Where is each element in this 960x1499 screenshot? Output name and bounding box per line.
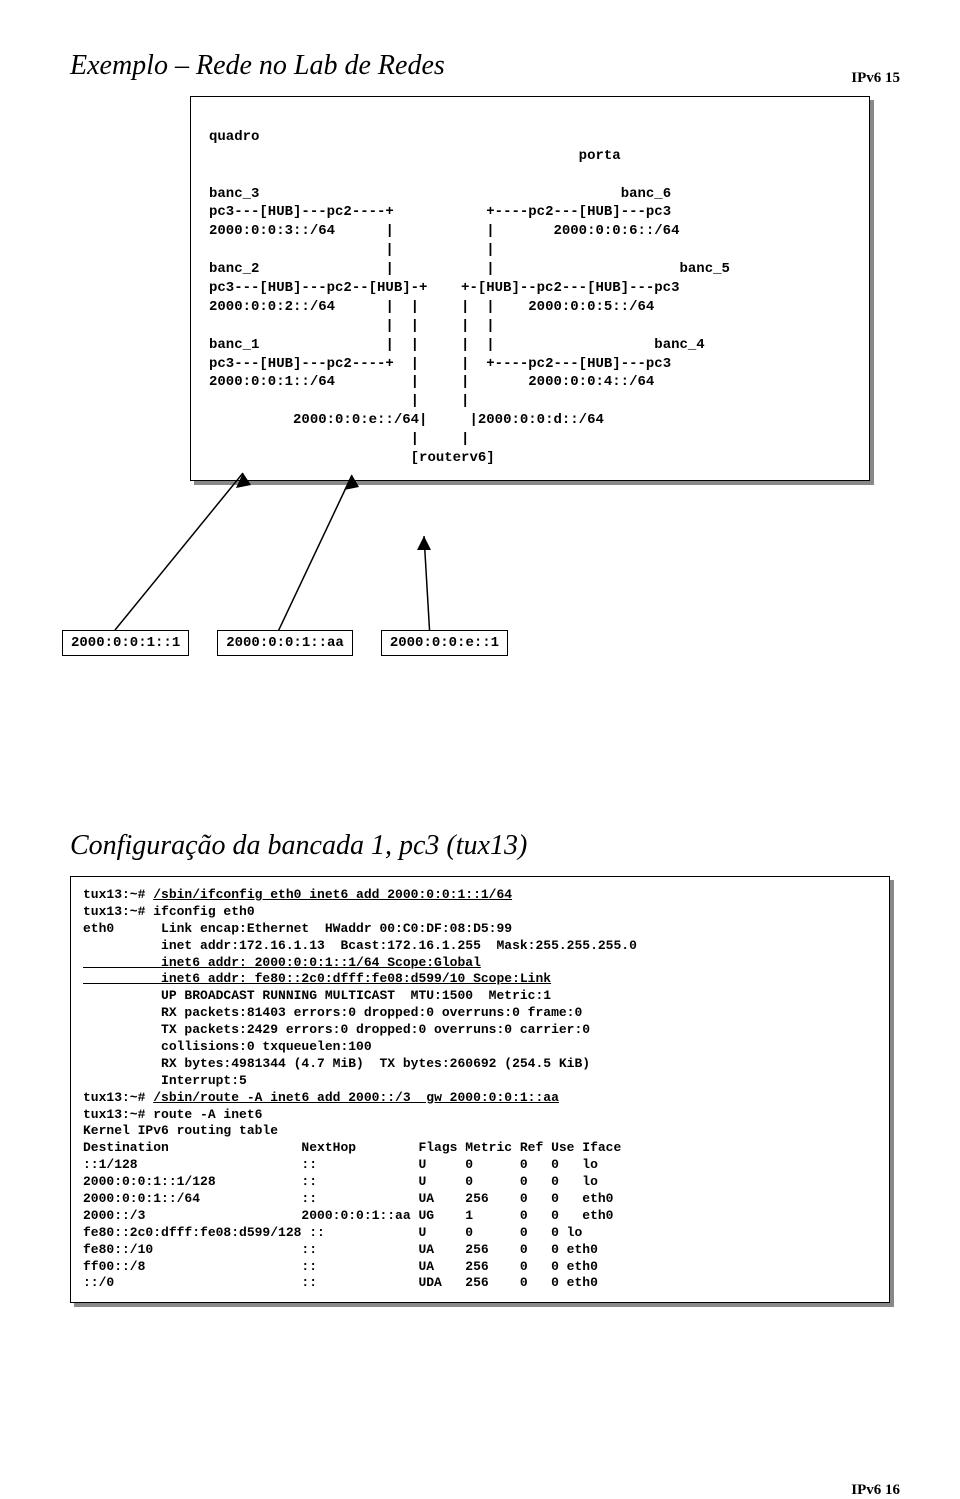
t-line06: inet6 addr: fe80::2c0:dfff:fe08:d599/10 … [83,971,551,986]
banc3-label: banc_3 [209,186,259,202]
row3-right: +----pc2---[HUB]---pc3 [486,356,671,372]
t-line15: Kernel IPv6 routing table [83,1123,278,1138]
t-line23: ff00::/8 :: UA 256 0 0 eth0 [83,1259,598,1274]
banc6-label: banc_6 [621,186,671,202]
t-line13b: /sbin/route -A inet6 add 2000::/3 gw 200… [153,1090,559,1105]
t-line21: fe80::2c0:dfff:fe08:d599/128 :: U 0 0 0 … [83,1225,582,1240]
t-line22: fe80::/10 :: UA 256 0 0 eth0 [83,1242,598,1257]
callout-2: 2000:0:0:1::aa [217,630,353,656]
terminal-output: tux13:~# /sbin/ifconfig eth0 inet6 add 2… [70,876,890,1303]
row2-right: +-[HUB]--pc2---[HUB]---pc3 [461,280,679,296]
t-line08: RX packets:81403 errors:0 dropped:0 over… [83,1005,582,1020]
t-line18: 2000:0:0:1::1/128 :: U 0 0 0 lo [83,1174,598,1189]
t-line03: eth0 Link encap:Ethernet HWaddr 00:C0:DF… [83,921,512,936]
banc1-label: banc_1 [209,337,259,353]
page-header-2: IPv6 16 [851,1482,900,1499]
t-line10: collisions:0 txqueuelen:100 [83,1039,372,1054]
t-line04: inet addr:172.16.1.13 Bcast:172.16.1.255… [83,938,637,953]
net6: 2000:0:0:6::/64 [553,223,679,239]
callout-row: 2000:0:0:1::1 2000:0:0:1::aa 2000:0:0:e:… [62,630,508,656]
net1: 2000:0:0:1::/64 [209,374,335,390]
row1-right: +----pc2---[HUB]---pc3 [486,204,671,220]
quadro-label: quadro [209,129,259,145]
page-title-2: Configuração da bancada 1, pc3 (tux13) [70,830,960,862]
row1-left: pc3---[HUB]---pc2----+ [209,204,394,220]
t-line09: TX packets:2429 errors:0 dropped:0 overr… [83,1022,590,1037]
t-line05: inet6 addr: 2000:0:0:1::1/64 Scope:Globa… [83,955,481,970]
page-title-1: Exemplo – Rede no Lab de Redes [70,50,960,82]
t-line11: RX bytes:4981344 (4.7 MiB) TX bytes:2606… [83,1056,590,1071]
router-label: [routerv6] [411,450,495,466]
net5: 2000:0:0:5::/64 [528,299,654,315]
t-line07: UP BROADCAST RUNNING MULTICAST MTU:1500 … [83,988,551,1003]
callout-1: 2000:0:0:1::1 [62,630,189,656]
network-diagram: quadro porta banc_3 banc_6 pc3---[HUB]--… [190,96,870,481]
porta-label: porta [579,148,621,164]
net4: 2000:0:0:4::/64 [528,374,654,390]
net-e: 2000:0:0:e::/64 [293,412,419,428]
t-line19: 2000:0:0:1::/64 :: UA 256 0 0 eth0 [83,1191,614,1206]
t-line01b: /sbin/ifconfig eth0 inet6 add 2000:0:0:1… [153,887,512,902]
net2: 2000:0:0:2::/64 [209,299,335,315]
callout-3: 2000:0:0:e::1 [381,630,508,656]
row3-left: pc3---[HUB]---pc2----+ [209,356,394,372]
row2-left: pc3---[HUB]---pc2--[HUB]-+ [209,280,427,296]
banc5-label: banc_5 [680,261,730,277]
net3: 2000:0:0:3::/64 [209,223,335,239]
t-line13a: tux13:~# [83,1090,153,1105]
t-line17: ::1/128 :: U 0 0 0 lo [83,1157,598,1172]
net-d: 2000:0:0:d::/64 [478,412,604,428]
page-header-1: IPv6 15 [851,70,900,87]
banc4-label: banc_4 [654,337,704,353]
t-line01a: tux13:~# [83,887,153,902]
t-line02: tux13:~# ifconfig eth0 [83,904,255,919]
t-line24: ::/0 :: UDA 256 0 0 eth0 [83,1275,598,1290]
t-line12: Interrupt:5 [83,1073,247,1088]
t-line14: tux13:~# route -A inet6 [83,1107,262,1122]
t-line20: 2000::/3 2000:0:0:1::aa UG 1 0 0 eth0 [83,1208,614,1223]
t-line16: Destination NextHop Flags Metric Ref Use… [83,1140,621,1155]
banc2-label: banc_2 [209,261,259,277]
